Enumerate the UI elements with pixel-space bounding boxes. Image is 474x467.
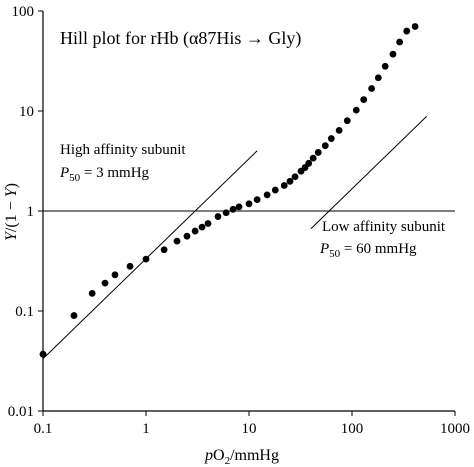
x-label-p: p	[204, 447, 213, 464]
y-label-y2: Y	[3, 186, 20, 197]
y-tick-label: 1	[27, 204, 35, 220]
data-point	[204, 220, 212, 227]
data-point	[381, 62, 389, 70]
data-point	[198, 223, 206, 231]
data-point	[411, 23, 419, 30]
data-point	[160, 246, 168, 254]
data-point	[403, 27, 411, 35]
x-tick-label: 1	[142, 421, 150, 437]
data-point	[271, 186, 279, 194]
p50-symbol: P	[319, 241, 329, 257]
data-point	[389, 50, 397, 58]
data-point	[263, 191, 271, 199]
chart-title: Hill plot for rHb (α87His → Gly)	[60, 28, 301, 49]
data-point	[314, 149, 322, 156]
data-point	[214, 213, 222, 220]
data-point	[88, 289, 96, 297]
data-point	[183, 232, 191, 240]
data-point	[309, 154, 317, 162]
data-point	[396, 38, 404, 46]
y-tick-label: 0.1	[15, 304, 34, 320]
asymptote-lines	[42, 116, 427, 360]
data-point	[343, 117, 351, 125]
high-affinity-asymptote	[42, 150, 258, 360]
x-tick-label: 10	[242, 421, 257, 437]
x-tick-label: 0.1	[34, 421, 53, 437]
data-point	[291, 173, 299, 181]
data-point	[335, 126, 343, 134]
data-point	[374, 74, 382, 82]
data-point	[305, 159, 313, 167]
data-point	[321, 142, 329, 150]
x-axis-label: pO2/mmHg	[204, 447, 279, 467]
x-tick-label: 100	[341, 421, 364, 437]
data-point	[327, 135, 335, 142]
data-point	[39, 350, 47, 358]
data-point	[111, 271, 119, 279]
p50-symbol: P	[59, 165, 69, 181]
data-point	[245, 200, 253, 208]
data-point	[173, 237, 181, 245]
high-affinity-p50: P50 = 3 mmHg	[59, 165, 150, 184]
data-point	[222, 209, 230, 217]
data-point	[253, 196, 261, 204]
x-tick-label: 1000	[440, 421, 470, 437]
data-points	[39, 23, 419, 358]
data-point	[191, 227, 199, 235]
low-affinity-asymptote	[310, 116, 427, 229]
data-point	[286, 177, 294, 185]
data-point	[352, 106, 360, 114]
data-point	[360, 96, 368, 104]
y-tick-label: 0.01	[8, 404, 34, 420]
data-point	[101, 279, 109, 287]
data-point	[229, 205, 237, 213]
x-label-unit: /mmHg	[230, 447, 279, 464]
y-tick-label: 10	[19, 104, 34, 120]
data-point	[126, 262, 134, 270]
x-label-o: O	[213, 447, 225, 464]
data-point	[70, 312, 78, 319]
y-tick-label: 100	[12, 4, 35, 20]
y-label-mid: /(1 −	[3, 197, 20, 232]
high-affinity-label: High affinity subunit	[60, 142, 186, 158]
data-point	[142, 255, 150, 263]
p50-value: = 3 mmHg	[80, 165, 149, 181]
y-label-close: )	[3, 183, 20, 188]
low-affinity-label: Low affinity subunit	[322, 219, 446, 235]
p50-subscript: 50	[69, 172, 81, 184]
y-label-y1: Y	[3, 230, 20, 241]
p50-value: = 60 mmHg	[340, 241, 417, 257]
data-point	[280, 182, 288, 189]
data-point	[235, 203, 243, 211]
x-label-subscript: 2	[225, 455, 231, 467]
y-axis-label: Y/(1 − Y)	[3, 183, 20, 241]
p50-subscript: 50	[329, 248, 341, 260]
low-affinity-p50: P50 = 60 mmHg	[319, 241, 417, 260]
data-point	[368, 85, 376, 92]
